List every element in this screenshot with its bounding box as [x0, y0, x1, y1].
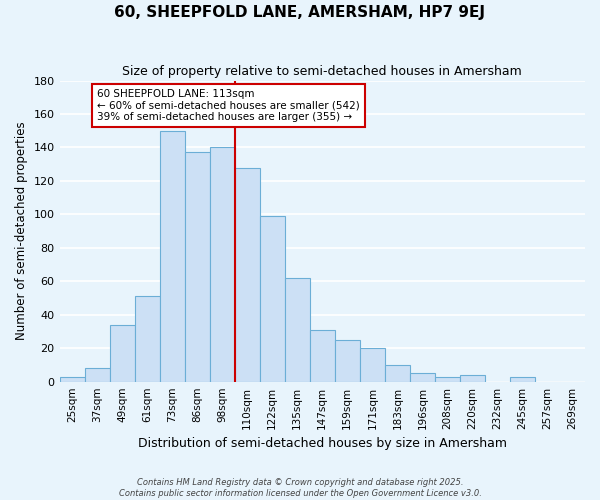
Bar: [360, 348, 385, 382]
Bar: [285, 278, 310, 382]
Text: 60 SHEEPFOLD LANE: 113sqm
← 60% of semi-detached houses are smaller (542)
39% of: 60 SHEEPFOLD LANE: 113sqm ← 60% of semi-…: [97, 89, 360, 122]
Bar: [59, 376, 85, 382]
Bar: [134, 296, 160, 382]
Bar: [260, 216, 285, 382]
Bar: [235, 168, 260, 382]
Bar: [510, 376, 535, 382]
Text: Contains HM Land Registry data © Crown copyright and database right 2025.
Contai: Contains HM Land Registry data © Crown c…: [119, 478, 481, 498]
Bar: [185, 152, 209, 382]
Bar: [460, 375, 485, 382]
Bar: [310, 330, 335, 382]
Title: Size of property relative to semi-detached houses in Amersham: Size of property relative to semi-detach…: [122, 65, 522, 78]
Bar: [160, 130, 185, 382]
Bar: [410, 374, 435, 382]
Bar: [110, 325, 134, 382]
X-axis label: Distribution of semi-detached houses by size in Amersham: Distribution of semi-detached houses by …: [138, 437, 507, 450]
Bar: [435, 376, 460, 382]
Bar: [85, 368, 110, 382]
Bar: [209, 148, 235, 382]
Bar: [385, 365, 410, 382]
Bar: [335, 340, 360, 382]
Text: 60, SHEEPFOLD LANE, AMERSHAM, HP7 9EJ: 60, SHEEPFOLD LANE, AMERSHAM, HP7 9EJ: [115, 5, 485, 20]
Y-axis label: Number of semi-detached properties: Number of semi-detached properties: [15, 122, 28, 340]
